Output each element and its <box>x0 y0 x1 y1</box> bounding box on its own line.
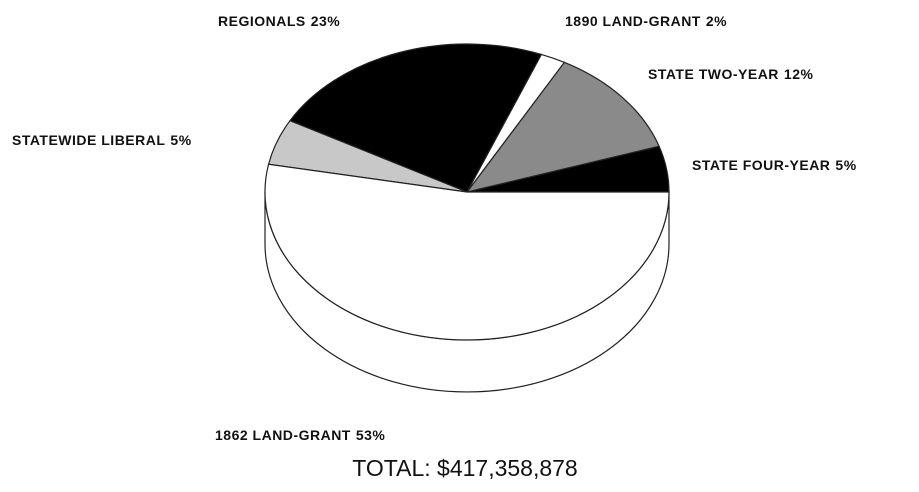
slice-label: 1890 LAND-GRANT 2% <box>565 13 727 29</box>
slice-label: 1862 LAND-GRANT 53% <box>215 427 385 443</box>
slice-category: REGIONALS <box>218 13 306 29</box>
slice-value-label: 12% <box>784 66 814 82</box>
slice-category: 1862 LAND-GRANT <box>215 427 351 443</box>
slice-value-label: 53% <box>356 427 386 443</box>
slice-value-label: 5% <box>170 132 191 148</box>
pie-slice <box>289 43 543 193</box>
slice-category: STATE TWO-YEAR <box>648 66 779 82</box>
slice-value-label: 23% <box>311 13 341 29</box>
slice-value-label: 2% <box>706 13 727 29</box>
slice-label: STATE TWO-YEAR 12% <box>648 66 813 82</box>
slice-label: STATEWIDE LIBERAL 5% <box>12 132 192 148</box>
slice-category: STATEWIDE LIBERAL <box>12 132 165 148</box>
pie-slice <box>264 163 670 341</box>
slice-category: STATE FOUR-YEAR <box>692 157 830 173</box>
slice-label: REGIONALS 23% <box>218 13 340 29</box>
slice-category: 1890 LAND-GRANT <box>565 13 701 29</box>
chart-title: TOTAL: $417,358,878 <box>352 455 577 481</box>
pie-slice <box>465 61 660 193</box>
slice-value-label: 5% <box>835 157 856 173</box>
slice-label: STATE FOUR-YEAR 5% <box>692 157 857 173</box>
